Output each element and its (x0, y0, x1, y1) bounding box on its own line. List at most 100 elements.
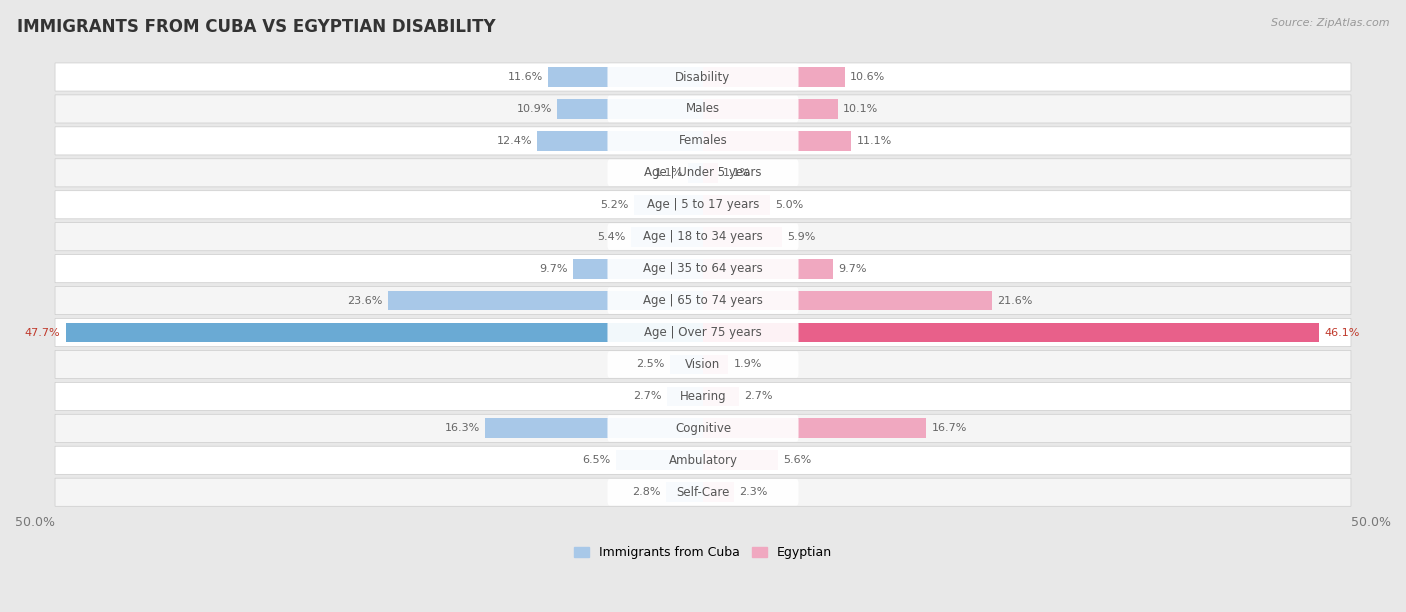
FancyBboxPatch shape (55, 351, 1351, 378)
Text: 2.3%: 2.3% (740, 487, 768, 497)
Text: 16.7%: 16.7% (931, 424, 967, 433)
Bar (665, 482, 703, 502)
FancyBboxPatch shape (607, 319, 799, 346)
Bar (703, 354, 728, 375)
Text: 5.0%: 5.0% (775, 200, 803, 210)
FancyBboxPatch shape (55, 95, 1351, 123)
Text: 1.9%: 1.9% (734, 359, 762, 370)
FancyBboxPatch shape (55, 478, 1351, 506)
Text: 47.7%: 47.7% (25, 327, 60, 338)
Bar (616, 450, 703, 470)
FancyBboxPatch shape (607, 255, 799, 282)
FancyBboxPatch shape (607, 479, 799, 506)
FancyBboxPatch shape (55, 318, 1351, 346)
Legend: Immigrants from Cuba, Egyptian: Immigrants from Cuba, Egyptian (569, 541, 837, 564)
Bar (703, 419, 927, 438)
FancyBboxPatch shape (55, 223, 1351, 251)
Bar (666, 387, 703, 406)
Bar (548, 67, 703, 87)
Text: Age | 18 to 34 years: Age | 18 to 34 years (643, 230, 763, 243)
Bar (485, 419, 703, 438)
Text: 23.6%: 23.6% (347, 296, 382, 305)
Text: Ambulatory: Ambulatory (668, 453, 738, 467)
FancyBboxPatch shape (55, 159, 1351, 187)
Text: Females: Females (679, 135, 727, 147)
Bar (703, 450, 778, 470)
FancyBboxPatch shape (607, 447, 799, 474)
Text: Self-Care: Self-Care (676, 486, 730, 499)
Text: 2.8%: 2.8% (631, 487, 661, 497)
FancyBboxPatch shape (607, 351, 799, 378)
Text: 5.6%: 5.6% (783, 455, 811, 465)
Bar (703, 99, 838, 119)
Text: Age | 65 to 74 years: Age | 65 to 74 years (643, 294, 763, 307)
Text: 10.9%: 10.9% (516, 104, 553, 114)
FancyBboxPatch shape (607, 223, 799, 250)
Text: Disability: Disability (675, 70, 731, 83)
FancyBboxPatch shape (55, 286, 1351, 315)
Text: 11.6%: 11.6% (508, 72, 543, 82)
Text: 9.7%: 9.7% (540, 264, 568, 274)
Text: Age | 5 to 17 years: Age | 5 to 17 years (647, 198, 759, 211)
Text: 5.9%: 5.9% (787, 232, 815, 242)
Text: Hearing: Hearing (679, 390, 727, 403)
Text: 9.7%: 9.7% (838, 264, 866, 274)
Bar (631, 227, 703, 247)
Text: 5.2%: 5.2% (600, 200, 628, 210)
Text: Vision: Vision (685, 358, 721, 371)
Text: 21.6%: 21.6% (997, 296, 1032, 305)
Text: 2.7%: 2.7% (633, 392, 662, 401)
Bar (703, 195, 770, 215)
Text: 1.1%: 1.1% (723, 168, 751, 178)
Bar (703, 323, 1319, 343)
FancyBboxPatch shape (55, 414, 1351, 442)
Text: Source: ZipAtlas.com: Source: ZipAtlas.com (1271, 18, 1389, 28)
FancyBboxPatch shape (607, 95, 799, 122)
FancyBboxPatch shape (607, 192, 799, 218)
FancyBboxPatch shape (607, 383, 799, 409)
Bar (634, 195, 703, 215)
Text: 10.1%: 10.1% (844, 104, 879, 114)
Text: 11.1%: 11.1% (856, 136, 891, 146)
FancyBboxPatch shape (55, 382, 1351, 411)
Text: Cognitive: Cognitive (675, 422, 731, 435)
Text: Age | Under 5 years: Age | Under 5 years (644, 166, 762, 179)
Text: 2.7%: 2.7% (744, 392, 773, 401)
Bar (703, 482, 734, 502)
Bar (703, 387, 740, 406)
Bar (703, 227, 782, 247)
FancyBboxPatch shape (55, 63, 1351, 91)
FancyBboxPatch shape (55, 127, 1351, 155)
Text: 6.5%: 6.5% (582, 455, 610, 465)
Text: 16.3%: 16.3% (444, 424, 479, 433)
Bar (537, 131, 703, 151)
Bar (669, 354, 703, 375)
Text: 5.4%: 5.4% (598, 232, 626, 242)
Bar (703, 259, 832, 278)
Bar (703, 131, 851, 151)
FancyBboxPatch shape (607, 64, 799, 90)
Bar (689, 163, 703, 183)
Text: IMMIGRANTS FROM CUBA VS EGYPTIAN DISABILITY: IMMIGRANTS FROM CUBA VS EGYPTIAN DISABIL… (17, 18, 495, 36)
FancyBboxPatch shape (607, 415, 799, 441)
Text: 12.4%: 12.4% (496, 136, 531, 146)
Bar (703, 163, 717, 183)
Text: Age | 35 to 64 years: Age | 35 to 64 years (643, 262, 763, 275)
FancyBboxPatch shape (607, 160, 799, 186)
Text: Age | Over 75 years: Age | Over 75 years (644, 326, 762, 339)
FancyBboxPatch shape (607, 288, 799, 314)
FancyBboxPatch shape (55, 255, 1351, 283)
Text: 10.6%: 10.6% (851, 72, 886, 82)
FancyBboxPatch shape (55, 446, 1351, 474)
Bar (66, 323, 703, 343)
FancyBboxPatch shape (607, 128, 799, 154)
Text: Males: Males (686, 102, 720, 116)
Bar (388, 291, 703, 310)
Text: 2.5%: 2.5% (636, 359, 664, 370)
Bar (703, 67, 845, 87)
Bar (703, 291, 991, 310)
Text: 1.1%: 1.1% (655, 168, 683, 178)
FancyBboxPatch shape (55, 191, 1351, 219)
Bar (557, 99, 703, 119)
Text: 46.1%: 46.1% (1324, 327, 1360, 338)
